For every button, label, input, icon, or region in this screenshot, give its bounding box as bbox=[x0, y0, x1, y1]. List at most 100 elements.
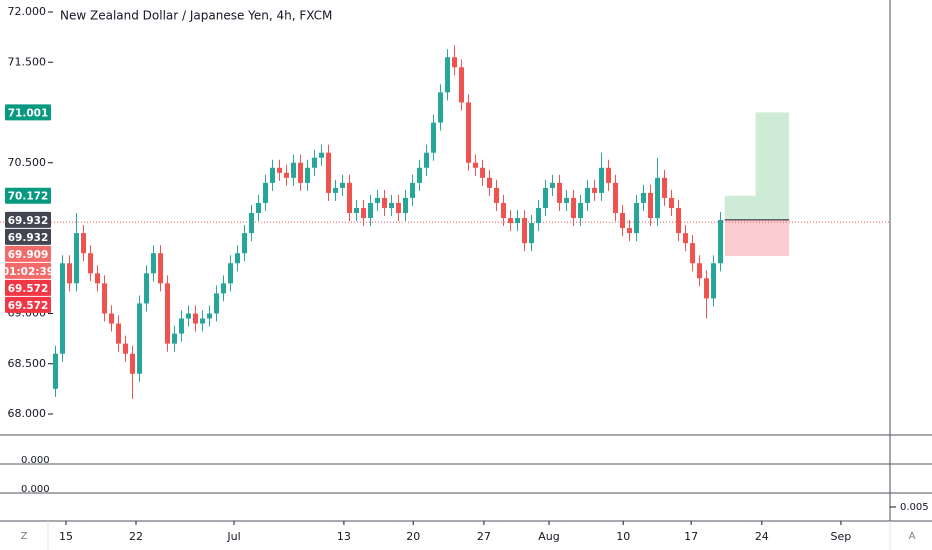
candle-body bbox=[53, 353, 59, 389]
x-tick-label: 13 bbox=[337, 530, 351, 543]
candle-body bbox=[438, 92, 444, 123]
candle-body bbox=[529, 223, 535, 244]
candle-body bbox=[697, 263, 703, 279]
y-tick-bg bbox=[2, 5, 46, 19]
y-tick-bg bbox=[2, 356, 46, 371]
candle-body bbox=[487, 177, 493, 188]
candle-body bbox=[368, 202, 374, 219]
candle-body bbox=[508, 218, 514, 224]
candle-body bbox=[536, 207, 542, 224]
candle-body bbox=[627, 228, 633, 234]
candle-body bbox=[130, 353, 136, 374]
price-badge-label: 69.932 bbox=[8, 232, 49, 244]
candle-body bbox=[571, 197, 577, 219]
candle-body bbox=[410, 182, 416, 198]
y-tick-label: 68.000 bbox=[8, 407, 47, 420]
candle-body bbox=[613, 182, 619, 213]
candle-body bbox=[361, 207, 367, 219]
candle-body bbox=[620, 213, 626, 229]
price-badge bbox=[5, 279, 51, 296]
candle-body bbox=[648, 192, 654, 219]
y-tick-label: 71.500 bbox=[8, 55, 47, 68]
candle-body bbox=[151, 253, 157, 274]
candle-body bbox=[340, 182, 346, 188]
candle-body bbox=[473, 162, 479, 168]
button[interactable]: Z bbox=[21, 531, 28, 542]
candle-body bbox=[655, 177, 661, 219]
price-badge-label: 01:02:39 bbox=[2, 266, 54, 278]
x-tick-label: Sep bbox=[831, 530, 852, 543]
candle-body bbox=[550, 182, 556, 188]
candle-body bbox=[466, 102, 472, 163]
y-tick-bg bbox=[2, 55, 46, 70]
candle-body bbox=[396, 202, 402, 213]
candle-body bbox=[88, 253, 94, 274]
candle-body bbox=[445, 57, 451, 93]
y-tick-label: 68.500 bbox=[8, 357, 47, 370]
price-badge bbox=[5, 187, 51, 204]
candle-body bbox=[354, 207, 360, 213]
candle-body bbox=[214, 293, 220, 314]
candle-body bbox=[704, 278, 710, 299]
candle-body bbox=[298, 162, 304, 183]
candle-body bbox=[81, 233, 87, 254]
x-tick-label: Aug bbox=[538, 530, 559, 543]
candle-body bbox=[270, 167, 276, 183]
candle-body bbox=[60, 263, 66, 354]
pane-label: 0.000 bbox=[21, 484, 50, 495]
candle-body bbox=[221, 283, 227, 294]
candle-body bbox=[179, 318, 185, 334]
y-tick-bg bbox=[2, 407, 46, 421]
candle-body bbox=[515, 218, 521, 224]
candle-body bbox=[291, 162, 297, 178]
candle-body bbox=[95, 273, 101, 284]
candle-body bbox=[319, 152, 325, 158]
candle-body bbox=[557, 182, 563, 203]
price-badge bbox=[5, 211, 51, 228]
price-badge-label: 71.001 bbox=[8, 107, 49, 119]
candle-body bbox=[403, 197, 409, 213]
candle-body bbox=[676, 207, 682, 234]
candle-body bbox=[718, 220, 724, 264]
candle-body bbox=[641, 192, 647, 203]
candle-body bbox=[207, 313, 213, 319]
candle-body bbox=[249, 213, 255, 234]
position-target-step bbox=[724, 195, 756, 220]
candle-body bbox=[172, 333, 178, 344]
candle-body bbox=[67, 263, 73, 284]
candle-body bbox=[662, 177, 668, 198]
candle-body bbox=[417, 167, 423, 183]
candle-body bbox=[634, 202, 640, 234]
button[interactable]: A bbox=[909, 531, 916, 542]
candle-body bbox=[606, 167, 612, 183]
candle-body bbox=[543, 187, 549, 208]
candle-body bbox=[347, 182, 353, 213]
candle-body bbox=[144, 273, 150, 304]
candle-body bbox=[333, 187, 339, 193]
price-badge-label: 69.909 bbox=[8, 249, 49, 261]
candle-body bbox=[312, 157, 318, 168]
price-badge-label: 70.172 bbox=[8, 191, 49, 203]
price-badge-label: 69.572 bbox=[8, 300, 49, 312]
x-tick-label: 20 bbox=[406, 530, 420, 543]
candle-body bbox=[683, 233, 689, 244]
candle-body bbox=[424, 152, 430, 168]
position-stop bbox=[724, 219, 790, 257]
pane-right-label: 0.005 bbox=[900, 502, 929, 513]
price-badge bbox=[5, 228, 51, 245]
price-badge-label: 69.932 bbox=[8, 215, 49, 227]
candle-body bbox=[592, 187, 598, 193]
candle-body bbox=[711, 263, 717, 299]
candle-body bbox=[235, 253, 241, 264]
candle-body bbox=[193, 313, 199, 324]
price-badge-label: 69.572 bbox=[8, 283, 49, 295]
x-tick-label: 15 bbox=[59, 530, 73, 543]
candle-body bbox=[137, 303, 143, 374]
candle-body bbox=[578, 202, 584, 219]
candle-body bbox=[242, 233, 248, 254]
y-tick-label: 70.500 bbox=[8, 156, 47, 169]
candle-body bbox=[256, 202, 262, 213]
candle-body bbox=[305, 167, 311, 183]
candle-body bbox=[389, 202, 395, 208]
candle-body bbox=[109, 313, 115, 324]
